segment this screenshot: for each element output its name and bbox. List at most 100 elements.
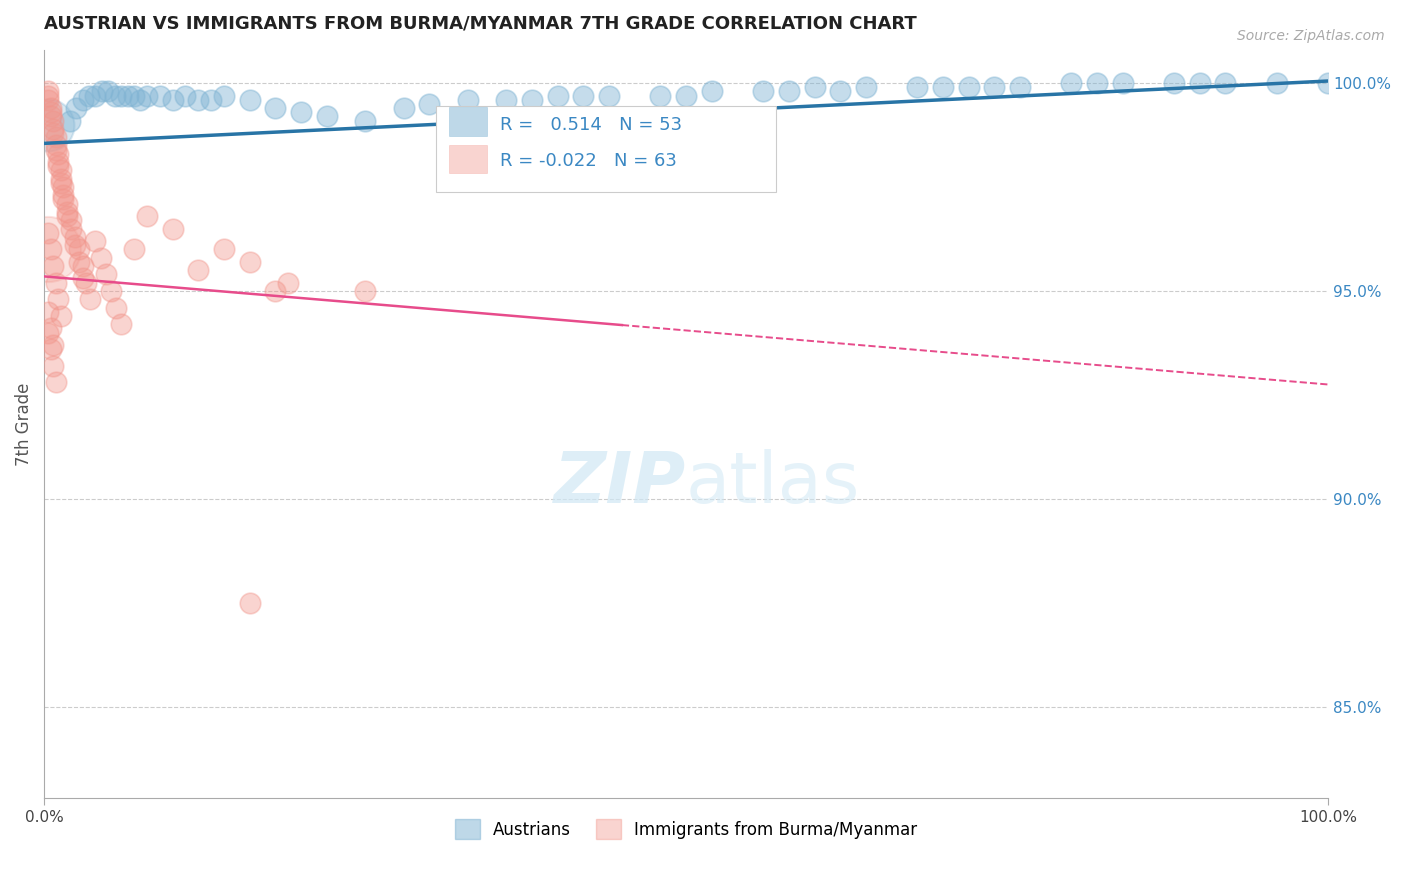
Point [37,226,59,240]
Point [90,251,112,265]
Point [752,84,775,98]
FancyBboxPatch shape [449,145,486,173]
Text: R = -0.022   N = 63: R = -0.022 N = 63 [501,153,676,170]
Point [39,109,62,123]
Point [392,101,415,115]
Point [39,321,62,335]
Point [63,230,86,244]
Point [56,196,79,211]
Point [238,596,260,610]
Point [65,101,87,115]
Point [700,84,723,98]
Point [45,130,67,145]
Point [45,376,67,390]
Point [174,88,197,103]
Point [932,80,955,95]
Point [1112,76,1135,90]
Point [56,209,79,223]
Point [42,259,65,273]
Point [76,276,98,290]
Point [67,243,90,257]
Point [46,146,69,161]
Legend: Austrians, Immigrants from Burma/Myanmar: Austrians, Immigrants from Burma/Myanmar [449,813,924,846]
Point [77,88,100,103]
Point [1060,76,1083,90]
Point [45,276,67,290]
Point [60,221,83,235]
Y-axis label: 7th Grade: 7th Grade [15,383,32,466]
Point [104,88,127,103]
Point [84,234,107,248]
Point [52,180,75,194]
Point [547,88,569,103]
Point [37,93,59,107]
Point [56,205,79,219]
Point [1163,76,1185,90]
Point [72,259,94,273]
Point [572,88,595,103]
Point [52,193,75,207]
Point [983,80,1005,95]
Point [162,93,184,107]
Point [495,93,517,107]
FancyBboxPatch shape [436,106,776,192]
Point [49,176,72,190]
Point [46,159,69,173]
Point [598,88,620,103]
Point [45,143,67,157]
Point [803,80,825,95]
Point [187,263,209,277]
Point [905,80,928,95]
Point [97,84,120,98]
Point [37,84,59,98]
Point [135,88,157,103]
Point [238,255,260,269]
Point [59,113,82,128]
Point [162,221,184,235]
Point [1085,76,1108,90]
Point [39,105,62,120]
Point [457,93,479,107]
Point [122,243,145,257]
Text: ZIP: ZIP [554,450,686,518]
Point [778,84,800,98]
Point [42,126,65,140]
Point [49,309,72,323]
Text: R =   0.514   N = 53: R = 0.514 N = 53 [501,117,682,135]
Point [354,284,377,298]
Point [37,118,59,132]
Point [110,317,132,331]
Text: AUSTRIAN VS IMMIGRANTS FROM BURMA/MYANMAR 7TH GRADE CORRELATION CHART: AUSTRIAN VS IMMIGRANTS FROM BURMA/MYANMA… [44,15,917,33]
Point [1188,76,1211,90]
Point [830,84,852,98]
Point [277,276,299,290]
Point [84,88,107,103]
Point [264,101,287,115]
Point [315,109,337,123]
Point [67,255,90,269]
Point [238,93,260,107]
Point [187,93,209,107]
Point [105,301,128,315]
Point [90,84,112,98]
Text: Source: ZipAtlas.com: Source: ZipAtlas.com [1237,29,1385,43]
Point [520,93,543,107]
Point [37,88,59,103]
Point [39,101,62,115]
Point [212,88,235,103]
Point [37,304,59,318]
Point [1008,80,1031,95]
Point [52,188,75,202]
Point [42,359,65,373]
Point [1265,76,1288,90]
Point [46,155,69,169]
FancyBboxPatch shape [449,107,486,136]
Point [122,88,145,103]
Point [135,209,157,223]
Point [957,80,980,95]
Point [117,88,139,103]
Point [418,96,440,111]
Point [39,342,62,356]
Point [79,293,101,307]
Point [354,113,377,128]
